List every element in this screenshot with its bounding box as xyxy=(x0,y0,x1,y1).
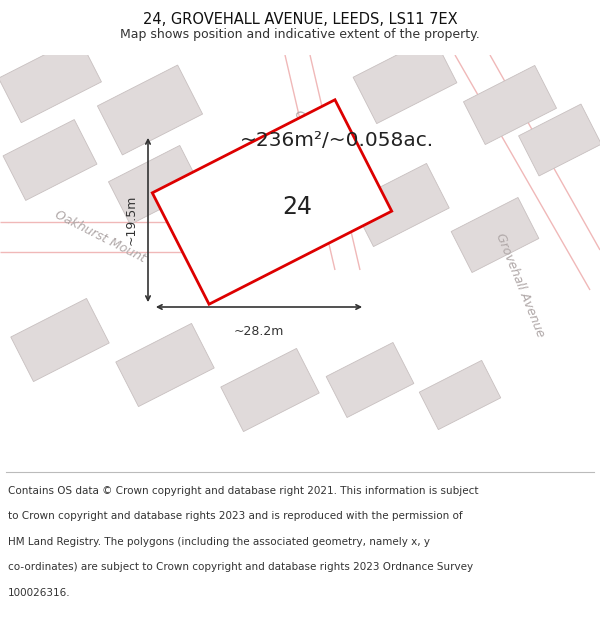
Polygon shape xyxy=(419,361,501,429)
Polygon shape xyxy=(97,65,203,155)
Text: co-ordinates) are subject to Crown copyright and database rights 2023 Ordnance S: co-ordinates) are subject to Crown copyr… xyxy=(8,562,473,572)
Text: HM Land Registry. The polygons (including the associated geometry, namely x, y: HM Land Registry. The polygons (includin… xyxy=(8,537,430,547)
Polygon shape xyxy=(109,146,202,224)
Polygon shape xyxy=(463,66,557,144)
Polygon shape xyxy=(221,348,319,432)
Text: to Crown copyright and database rights 2023 and is reproduced with the permissio: to Crown copyright and database rights 2… xyxy=(8,511,463,521)
Text: 24: 24 xyxy=(282,195,312,219)
Polygon shape xyxy=(3,119,97,201)
Polygon shape xyxy=(451,198,539,272)
Text: Grovehall Avenue: Grovehall Avenue xyxy=(291,108,345,216)
Polygon shape xyxy=(326,342,414,418)
Text: ~236m²/~0.058ac.: ~236m²/~0.058ac. xyxy=(240,131,434,149)
Text: ~28.2m: ~28.2m xyxy=(234,325,284,338)
Text: 100026316.: 100026316. xyxy=(8,588,70,598)
Polygon shape xyxy=(11,298,109,382)
Polygon shape xyxy=(353,36,457,124)
Text: 24, GROVEHALL AVENUE, LEEDS, LS11 7EX: 24, GROVEHALL AVENUE, LEEDS, LS11 7EX xyxy=(143,12,457,27)
Text: Contains OS data © Crown copyright and database right 2021. This information is : Contains OS data © Crown copyright and d… xyxy=(8,486,478,496)
Text: ~19.5m: ~19.5m xyxy=(125,195,138,245)
Text: Map shows position and indicative extent of the property.: Map shows position and indicative extent… xyxy=(120,28,480,41)
Polygon shape xyxy=(166,177,265,262)
Polygon shape xyxy=(152,100,392,304)
Polygon shape xyxy=(518,104,600,176)
Polygon shape xyxy=(351,163,449,247)
Text: Oakhurst Mount: Oakhurst Mount xyxy=(52,209,148,266)
Text: Grovehall Avenue: Grovehall Avenue xyxy=(493,231,547,339)
Polygon shape xyxy=(116,323,214,407)
Polygon shape xyxy=(0,38,101,122)
